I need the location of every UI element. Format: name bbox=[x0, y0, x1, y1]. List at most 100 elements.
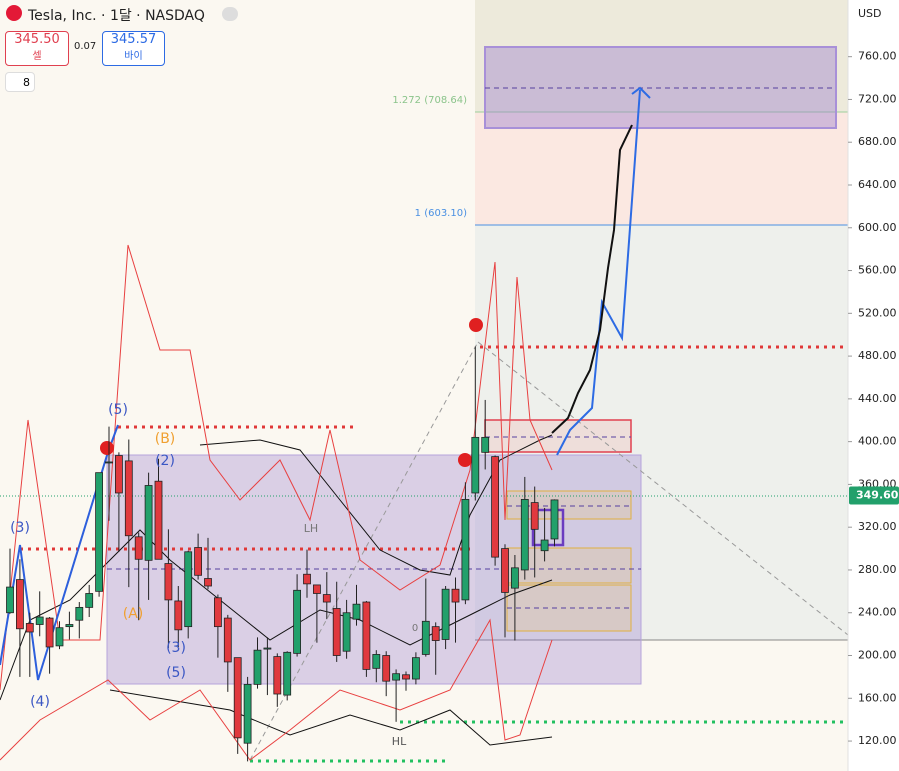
y-tick-label: 480.00 bbox=[858, 349, 897, 362]
candle-body bbox=[144, 485, 153, 561]
candle-body bbox=[283, 651, 292, 696]
candle-body bbox=[213, 597, 222, 628]
axis: 120.00160.00200.00240.00280.00320.00360.… bbox=[848, 50, 899, 747]
buy-button[interactable]: 345.57 바이 bbox=[102, 31, 165, 66]
resistance-box bbox=[484, 419, 632, 453]
indicator-toggle[interactable]: 8 bbox=[5, 72, 35, 92]
last-price-label: 349.60 bbox=[856, 489, 899, 502]
candle-body bbox=[520, 498, 529, 571]
y-tick-label: 680.00 bbox=[858, 135, 897, 148]
annotation: (4) bbox=[30, 694, 50, 710]
annotation: (3) bbox=[10, 520, 30, 536]
candle-body bbox=[372, 654, 381, 669]
projection-line bbox=[556, 89, 641, 456]
projection-path bbox=[551, 124, 633, 434]
candle-body bbox=[491, 456, 500, 558]
candle-body bbox=[65, 624, 74, 628]
trend-line bbox=[477, 341, 849, 636]
y-tick-label: 640.00 bbox=[858, 178, 897, 191]
candle-body bbox=[332, 608, 341, 656]
y-tick-label: 760.00 bbox=[858, 50, 897, 63]
candle-body bbox=[550, 499, 559, 540]
candle-body bbox=[402, 674, 410, 680]
candle-body bbox=[35, 616, 44, 625]
fib-zone bbox=[475, 225, 848, 640]
annotation: (5) bbox=[108, 402, 128, 418]
arrowhead bbox=[631, 86, 651, 99]
candle-body bbox=[174, 600, 183, 631]
candle-body bbox=[540, 539, 549, 552]
fib-zone bbox=[475, 0, 848, 112]
candle-body bbox=[392, 673, 401, 681]
candle-body bbox=[223, 617, 232, 663]
candle-body bbox=[303, 573, 311, 585]
fib-zone bbox=[475, 112, 848, 225]
symbol-title: Tesla, Inc. · 1달 · NASDAQ bbox=[28, 8, 205, 24]
annotation: (2) bbox=[155, 453, 175, 469]
annotation: (3) bbox=[166, 640, 186, 656]
candle-body bbox=[382, 655, 391, 682]
y-tick-label: 120.00 bbox=[858, 734, 897, 747]
candle-body bbox=[15, 579, 24, 630]
y-tick-label: 240.00 bbox=[858, 606, 897, 619]
candle-body bbox=[273, 656, 282, 695]
candle-body bbox=[441, 588, 450, 640]
candle-body bbox=[253, 649, 262, 685]
ma-line bbox=[0, 529, 553, 701]
y-tick-label: 600.00 bbox=[858, 221, 897, 234]
menu-dot[interactable] bbox=[222, 7, 238, 21]
currency: USD bbox=[858, 7, 882, 20]
candle-body bbox=[451, 588, 460, 603]
candle-body bbox=[105, 461, 113, 464]
y-tick-label: 400.00 bbox=[858, 435, 897, 448]
sell-button[interactable]: 345.50 셀 bbox=[5, 31, 69, 66]
annotation: 1 (603.10) bbox=[415, 208, 467, 219]
candle-body bbox=[194, 547, 203, 576]
candle-body bbox=[411, 657, 420, 680]
band-line bbox=[199, 434, 553, 576]
signal-dot bbox=[100, 441, 114, 455]
candle-body bbox=[342, 612, 351, 652]
candle-body bbox=[243, 683, 252, 744]
candle-body bbox=[461, 498, 470, 601]
candle-body bbox=[124, 460, 133, 537]
signal-dot bbox=[469, 318, 483, 332]
buy-label: 바이 bbox=[124, 51, 143, 62]
candle-body bbox=[25, 623, 34, 633]
annotation: LH bbox=[304, 522, 318, 535]
y-tick-label: 160.00 bbox=[858, 691, 897, 704]
trend-line bbox=[249, 341, 479, 761]
candle-body bbox=[75, 606, 84, 621]
annotation: (A) bbox=[123, 606, 144, 622]
band-line bbox=[109, 689, 553, 746]
candle-body bbox=[85, 593, 94, 608]
candle-body bbox=[481, 436, 490, 453]
y-tick-label: 280.00 bbox=[858, 563, 897, 576]
y-tick-label: 560.00 bbox=[858, 264, 897, 277]
sell-price: 345.50 bbox=[14, 32, 60, 47]
candle-body bbox=[184, 551, 193, 628]
spread: 0.07 bbox=[74, 41, 97, 52]
candle-body bbox=[6, 586, 14, 614]
annotation: 1.272 (708.64) bbox=[392, 95, 467, 106]
indicator-count: 8 bbox=[23, 76, 30, 89]
annotation: 0 bbox=[412, 623, 418, 634]
price-axis bbox=[848, 0, 899, 771]
candle-body bbox=[510, 567, 519, 589]
y-tick-label: 200.00 bbox=[858, 649, 897, 662]
candle-body bbox=[263, 647, 272, 650]
candle-body bbox=[530, 502, 539, 530]
candle-body bbox=[134, 536, 143, 560]
last-price-tag bbox=[849, 486, 899, 505]
candle-body bbox=[293, 589, 302, 654]
candle-body bbox=[431, 626, 440, 641]
y-tick-label: 320.00 bbox=[858, 520, 897, 533]
candle-body bbox=[312, 584, 321, 594]
y-tick-label: 520.00 bbox=[858, 306, 897, 319]
candle-body bbox=[45, 617, 54, 648]
candle-body bbox=[55, 627, 64, 647]
currency-button[interactable]: USD bbox=[858, 7, 882, 20]
signal-dot bbox=[458, 453, 472, 467]
